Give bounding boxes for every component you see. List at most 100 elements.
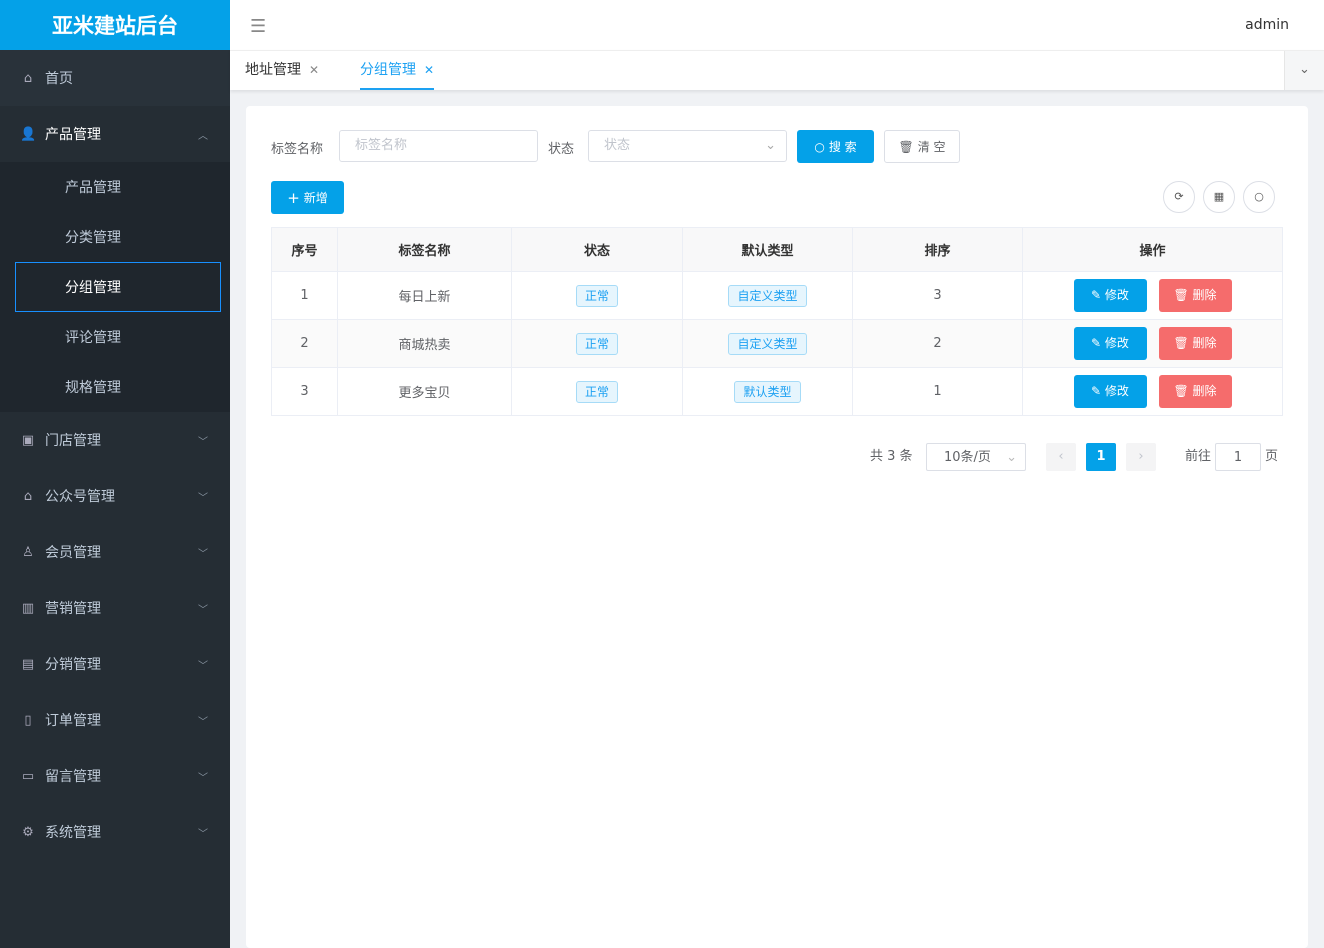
delete-label: 删除 <box>1192 384 1217 398</box>
sidebar-item-member[interactable]: ♙ 会员管理 ﹀ <box>0 524 230 580</box>
edit-button[interactable]: ✎ 修改 <box>1073 375 1147 408</box>
chevron-down-icon: ﹀ <box>198 604 208 616</box>
search-toggle-icon[interactable]: ○ <box>1243 181 1275 213</box>
cell-name: 更多宝贝 <box>337 367 512 416</box>
cell-type: 自定义类型 <box>682 319 853 368</box>
sidebar-item-product[interactable]: 👤 产品管理 ︿ <box>0 106 230 162</box>
cell-name: 商城热卖 <box>337 319 512 368</box>
sidebar-item-distribution[interactable]: ▤ 分销管理 ﹀ <box>0 636 230 692</box>
refresh-icon[interactable]: ⟳ <box>1163 181 1195 213</box>
status-tag: 正常 <box>575 284 618 307</box>
tab-label: 分组管理 <box>360 62 416 78</box>
chevron-down-icon: ⌄ <box>1006 450 1017 465</box>
search-button[interactable]: ○ 搜 索 <box>797 130 874 163</box>
cell-index: 1 <box>271 271 338 320</box>
edit-button[interactable]: ✎ 修改 <box>1073 279 1147 312</box>
table-row: 2 商城热卖 正常 自定义类型 2 ✎ 修改 🗑 删除 <box>271 319 1283 368</box>
page-size-select[interactable]: 10条/页 ⌄ <box>926 443 1026 471</box>
next-page-button[interactable]: › <box>1126 443 1156 471</box>
submenu: 产品管理 分类管理 分组管理 评论管理 规格管理 <box>0 162 230 412</box>
menu-toggle-icon[interactable]: ☰ <box>250 16 267 37</box>
table-row: 3 更多宝贝 正常 默认类型 1 ✎ 修改 🗑 删除 <box>271 367 1283 416</box>
edit-label: 修改 <box>1104 336 1129 350</box>
pagination-total: 共 3 条 <box>870 449 913 464</box>
cell-status: 正常 <box>511 319 683 368</box>
home-icon: ⌂ <box>23 70 33 86</box>
sidebar-item-label: 分销管理 <box>45 657 101 673</box>
type-tag: 默认类型 <box>734 380 801 403</box>
column-header: 操作 <box>1022 227 1283 272</box>
submenu-item-group[interactable]: 分组管理 <box>15 262 221 312</box>
tab-address[interactable]: 地址管理 ✕ <box>245 51 319 90</box>
cell-type: 自定义类型 <box>682 271 853 320</box>
delete-button[interactable]: 🗑 删除 <box>1158 375 1232 408</box>
cell-type: 默认类型 <box>682 367 853 416</box>
edit-button[interactable]: ✎ 修改 <box>1073 327 1147 360</box>
home-icon: ⌂ <box>23 488 33 504</box>
prev-page-button[interactable]: ‹ <box>1046 443 1076 471</box>
status-select[interactable]: 状态 ⌄ <box>588 130 787 162</box>
sidebar-item-label: 首页 <box>45 71 73 87</box>
sidebar-item-marketing[interactable]: ▥ 营销管理 ﹀ <box>0 580 230 636</box>
delete-label: 删除 <box>1192 288 1217 302</box>
sidebar-item-label: 营销管理 <box>45 601 101 617</box>
clear-button[interactable]: 🗑 清 空 <box>884 130 960 163</box>
cell-actions: ✎ 修改 🗑 删除 <box>1022 319 1283 368</box>
delete-label: 删除 <box>1192 336 1217 350</box>
column-header: 序号 <box>271 227 338 272</box>
sidebar: 亚米建站后台 ⌂ 首页 👤 产品管理 ︿ 产品管理 分类管理 分组管理 评论管理 规格… <box>0 0 230 948</box>
name-filter-input[interactable]: 标签名称 <box>339 130 538 162</box>
sidebar-item-store[interactable]: ▣ 门店管理 ﹀ <box>0 412 230 468</box>
grid-icon[interactable]: ▦ <box>1203 181 1235 213</box>
tab-label: 地址管理 <box>245 62 301 78</box>
goto-page-input[interactable]: 1 <box>1215 443 1261 471</box>
add-button[interactable]: + 新增 <box>271 181 344 214</box>
store-icon: ▣ <box>21 432 35 448</box>
chevron-down-icon: ﹀ <box>198 436 208 448</box>
table-header: 序号 标签名称 状态 默认类型 排序 操作 <box>271 227 1283 272</box>
column-header: 状态 <box>511 227 683 272</box>
submenu-item-product[interactable]: 产品管理 <box>65 180 121 196</box>
user-menu[interactable]: admin <box>1245 17 1289 33</box>
chevron-down-icon: ﹀ <box>198 548 208 560</box>
submenu-item-comment[interactable]: 评论管理 <box>65 330 121 346</box>
sidebar-item-label: 公众号管理 <box>45 489 115 505</box>
column-header: 标签名称 <box>337 227 512 272</box>
cell-sort: 2 <box>852 319 1023 368</box>
sidebar-item-message[interactable]: ▭ 留言管理 ﹀ <box>0 748 230 804</box>
sidebar-item-official-account[interactable]: ⌂ 公众号管理 ﹀ <box>0 468 230 524</box>
message-icon: ▭ <box>21 768 35 784</box>
close-icon[interactable]: ✕ <box>424 63 435 77</box>
type-tag: 自定义类型 <box>728 332 807 355</box>
chevron-down-icon: ﹀ <box>198 660 208 672</box>
page-number-current[interactable]: 1 <box>1086 443 1116 471</box>
order-icon: ▯ <box>24 712 32 728</box>
top-bar: ☰ admin <box>230 0 1324 50</box>
column-header: 排序 <box>852 227 1023 272</box>
submenu-item-spec[interactable]: 规格管理 <box>65 380 121 396</box>
sidebar-item-label: 会员管理 <box>45 545 101 561</box>
tabs-dropdown-icon[interactable]: ⌄ <box>1284 51 1324 90</box>
table-row: 1 每日上新 正常 自定义类型 3 ✎ 修改 🗑 删除 <box>271 271 1283 320</box>
cell-actions: ✎ 修改 🗑 删除 <box>1022 367 1283 416</box>
column-header: 默认类型 <box>682 227 853 272</box>
close-icon[interactable]: ✕ <box>309 63 320 77</box>
data-table: 序号 标签名称 状态 默认类型 排序 操作 1 每日上新 正常 自定义类型 3 … <box>271 227 1283 416</box>
plus-icon: + <box>287 188 300 207</box>
sidebar-item-system[interactable]: ⚙ 系统管理 ﹀ <box>0 804 230 860</box>
delete-button[interactable]: 🗑 删除 <box>1158 327 1232 360</box>
sidebar-item-order[interactable]: ▯ 订单管理 ﹀ <box>0 692 230 748</box>
sidebar-item-label: 留言管理 <box>45 769 101 785</box>
tab-group[interactable]: 分组管理 ✕ <box>360 51 435 90</box>
user-icon: 👤 <box>20 126 37 142</box>
delete-button[interactable]: 🗑 删除 <box>1158 279 1232 312</box>
content-card: 标签名称 标签名称 状态 状态 ⌄ ○ 搜 索 🗑 清 空 + 新增 ⟳ ▦ ○ 序号 … <box>246 106 1308 948</box>
sidebar-item-label: 系统管理 <box>45 825 101 841</box>
chevron-down-icon: ﹀ <box>198 828 208 840</box>
sidebar-item-home[interactable]: ⌂ 首页 <box>0 50 230 106</box>
edit-label: 修改 <box>1104 288 1129 302</box>
submenu-item-category[interactable]: 分类管理 <box>65 230 121 246</box>
status-select-placeholder: 状态 <box>604 138 631 153</box>
clear-button-label: 清 空 <box>917 140 946 154</box>
cell-sort: 1 <box>852 367 1023 416</box>
